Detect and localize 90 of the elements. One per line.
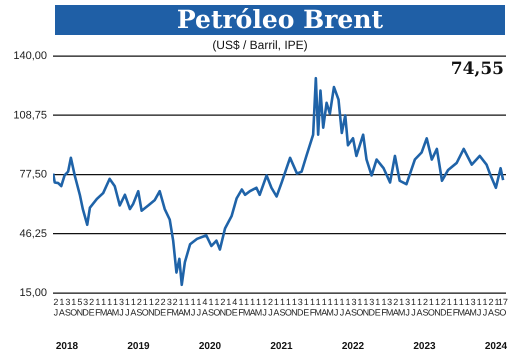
x-tick-label: 1 M [254, 296, 262, 318]
x-tick-label: 4 A [202, 296, 208, 318]
x-tick-label: 1 M [398, 296, 406, 318]
x-tick-label: 1 D [225, 296, 232, 318]
x-tick-label: 1 A [58, 296, 65, 318]
x-tick-label: 2 J [268, 296, 273, 318]
x-tick-label: 1 S [208, 296, 214, 318]
x-tick-label: 1 E [446, 296, 452, 318]
text: 2022 [342, 340, 365, 352]
x-tick-label: 5 N [76, 296, 84, 318]
chart-title: Petróleo Brent [55, 5, 505, 35]
y-tick-label: 140,00 [13, 50, 47, 62]
x-tick-label: 2 S [136, 296, 142, 318]
x-tick-label: 1 J [262, 296, 268, 318]
x-tick-label: 3 M [386, 296, 394, 318]
x-tick-label: 1 J [482, 296, 488, 318]
x-tick-label: 1 F [95, 296, 102, 318]
x-tick-label: 2 J [53, 296, 58, 318]
x-tick-label: 1 O [213, 296, 220, 318]
x-tick-label: 1 J [339, 296, 344, 318]
x-tick-label: 1 O [142, 296, 149, 318]
x-tick-label: 4 E [232, 296, 238, 318]
y-tick-label: 108,75 [13, 109, 47, 122]
y-tick-label: 46,25 [19, 228, 47, 240]
x-tick-label: 2 A [488, 296, 494, 318]
x-tick-label: 1 E [374, 296, 381, 318]
x-tick-label: 2 A [392, 296, 399, 318]
text: 2018 [56, 340, 79, 352]
x-tick-label: 1 A [344, 296, 351, 318]
x-tick-label: 2 D [440, 296, 448, 318]
x-tick-label: 2 D [154, 296, 161, 318]
x-tick-label: 3 J [405, 296, 410, 318]
x-tick-label: 1 O [428, 296, 435, 318]
x-tick-label: 1 A [130, 296, 136, 318]
x-tick-label: 1 S [279, 296, 286, 318]
x-tick-label: 1 N [362, 296, 370, 318]
x-tick-label: 1 M [100, 296, 108, 318]
x-tick-label: 1 M [183, 296, 191, 318]
x-tick-label: 3 J [119, 296, 124, 318]
x-tick-label: 1 A [273, 296, 280, 318]
x-tick-label: 1 A [464, 296, 470, 318]
text: 2020 [198, 340, 222, 352]
x-tick-label: 3 D [368, 296, 376, 318]
x-tick-label: 1 A [416, 296, 422, 318]
annotation: 74,55 [450, 58, 504, 79]
x-tick-label: 1 F [238, 296, 244, 318]
x-tick-label: 3 F [166, 296, 173, 318]
x-tick-label: 1 J [411, 296, 416, 318]
x-tick-label: 1 F [452, 296, 459, 318]
x-tick-label: 1 M [326, 296, 334, 318]
x-tick-label: 1 M [457, 296, 465, 318]
x-tick-label: 3 D [82, 296, 90, 318]
text: 2021 [270, 340, 294, 352]
x-tick-label: 1 O [356, 296, 364, 318]
x-tick-label: 1 A [106, 296, 113, 318]
x-tick-label: 2 M [171, 296, 179, 318]
x-tick-label: 2 S [422, 296, 429, 318]
x-tick-label: 1 J [196, 296, 202, 318]
x-tick-label: 1 N [291, 296, 298, 318]
x-tick-label: 1 J [124, 296, 130, 318]
x-tick-label: 1 E [303, 296, 310, 318]
x-tick-label: 1 N [148, 296, 155, 318]
x-tick-label: 2 E [160, 296, 166, 318]
x-tick-label: 1 A [250, 296, 256, 318]
x-tick-label: 2 N [220, 296, 226, 318]
y-tick-label: 15,00 [19, 287, 47, 300]
x-tick-label: 3 M [469, 296, 477, 318]
y-tick-label: 77,50 [19, 168, 47, 181]
x-tick-label: 1 J [334, 296, 339, 318]
text: 2019 [127, 340, 150, 352]
text: 2023 [413, 340, 436, 352]
x-tick-label: 1 J [476, 296, 482, 318]
x-tick-label: 1 F [310, 296, 316, 318]
x-tick-label: 1 M [314, 296, 322, 318]
x-tick-label: 3 D [297, 296, 304, 318]
x-tick-label: 2 E [88, 296, 95, 318]
x-tick-label: 3 S [64, 296, 71, 318]
x-tick-label: 1 S [494, 296, 500, 318]
chart-subtitle: (US$ / Barril, IPE) [211, 38, 309, 52]
x-tick-label: 1 O [284, 296, 292, 318]
x-tick-label: 1 M [112, 296, 120, 318]
x-tick-label: 1 J [190, 296, 196, 318]
x-tick-label: 3 S [351, 296, 358, 318]
text: 2024 [484, 340, 508, 352]
x-tick-label: 1 F [381, 296, 388, 318]
x-tick-label: 1 A [321, 296, 328, 318]
x-tick-label: 1 N [434, 296, 441, 318]
x-tick-label: 1 O [70, 296, 78, 318]
x-tick-label: 1 A [178, 296, 184, 318]
x-tick-label: 1 M [242, 296, 250, 318]
